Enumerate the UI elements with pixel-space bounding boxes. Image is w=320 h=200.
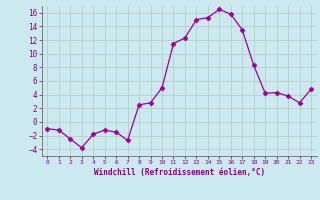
X-axis label: Windchill (Refroidissement éolien,°C): Windchill (Refroidissement éolien,°C) [94,168,265,177]
